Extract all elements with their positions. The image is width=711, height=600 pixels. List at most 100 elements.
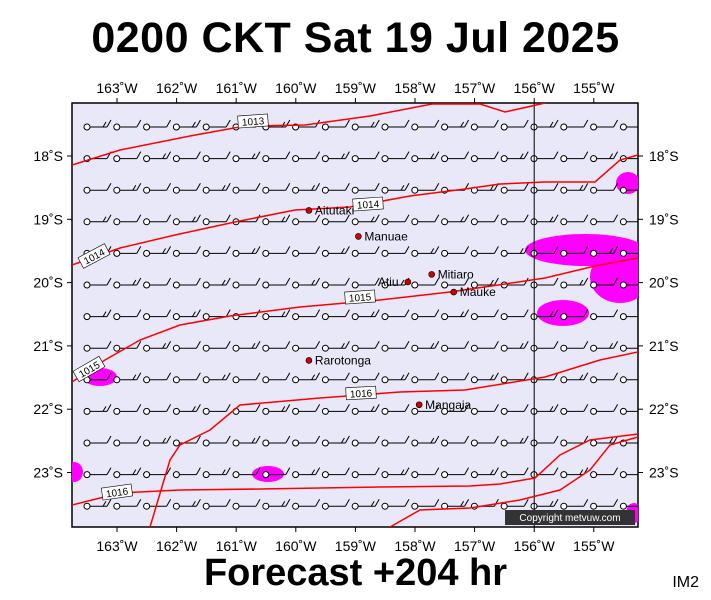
wind-barb (113, 119, 142, 131)
wind-barb (500, 435, 529, 447)
wind-barb (172, 214, 201, 226)
island-marker: Mauke (450, 285, 496, 299)
island-marker: Rarotonga (305, 353, 371, 367)
wind-barb (441, 435, 470, 447)
wind-barb (411, 467, 440, 479)
wind-barb (232, 467, 261, 479)
wind-barb (202, 246, 231, 257)
wind-barb (411, 119, 440, 131)
wind-barb (262, 467, 291, 479)
wind-barb (321, 372, 350, 384)
wind-barb (262, 372, 291, 384)
wind-barb (232, 246, 261, 257)
svg-text:1016: 1016 (350, 388, 373, 400)
island-name: Manuae (364, 229, 408, 243)
wind-barb (560, 372, 589, 384)
wind-barb (321, 340, 350, 352)
wind-barb (381, 119, 410, 131)
wind-barb (172, 372, 201, 384)
wind-barb (560, 214, 589, 226)
wind-barb (292, 467, 321, 479)
lat-tick-label: 22˚S (33, 401, 63, 417)
wind-barb (143, 119, 172, 131)
wind-barb (292, 372, 321, 384)
wind-barb (411, 435, 440, 447)
wind-barb (113, 151, 142, 163)
wind-barb (143, 404, 172, 415)
wind-barb (172, 435, 201, 447)
wind-barb (202, 467, 231, 479)
wind-barb (292, 340, 321, 352)
wind-barb (83, 404, 112, 415)
wind-barb (262, 182, 291, 194)
wind-barb (560, 404, 589, 415)
wind-barb (411, 182, 440, 194)
lon-tick-label: 159˚W (335, 538, 377, 554)
isobar-label: 1016 (345, 385, 377, 401)
isobar-line (149, 351, 638, 527)
wind-barb (113, 277, 142, 289)
wind-barb (232, 435, 261, 447)
wind-barb (292, 182, 321, 194)
wind-barb (83, 435, 112, 447)
wind-barb (351, 309, 380, 321)
wind-barb (381, 467, 410, 479)
wind-barb (619, 344, 638, 352)
forecast-hour: Forecast +204 hr (203, 552, 508, 594)
wind-barb (411, 151, 440, 163)
wind-barb (560, 435, 589, 447)
isobar-line (72, 103, 546, 166)
wind-barb (560, 309, 589, 321)
lat-tick-label: 20˚S (649, 275, 679, 291)
wind-barb (590, 214, 619, 226)
wind-barb (113, 340, 142, 352)
wind-barb (441, 372, 470, 384)
wind-barb (470, 246, 499, 257)
wind-barb (232, 498, 261, 510)
wind-barb (202, 182, 231, 194)
island-name: Aitutaki (315, 203, 354, 217)
wind-barb (590, 246, 619, 257)
wind-barb (292, 277, 321, 289)
wind-barb (202, 372, 231, 384)
copyright-box: Copyright metvuw.com (505, 510, 635, 525)
wind-barb (441, 277, 470, 289)
wind-barb (292, 246, 321, 257)
wind-barb (232, 151, 261, 163)
wind-barb (381, 214, 410, 226)
wind-barb (381, 435, 410, 447)
wind-barb (321, 404, 350, 415)
wind-barb (113, 498, 142, 510)
wind-barb (470, 467, 499, 479)
wind-barb (321, 309, 350, 321)
wind-barb (172, 498, 201, 510)
wind-barb (262, 246, 291, 257)
lon-tick-label: 160˚W (275, 538, 317, 554)
wind-barb (411, 277, 440, 289)
wind-barb (232, 340, 261, 352)
wind-barb (470, 119, 499, 131)
island-name: Mauke (460, 285, 496, 299)
wind-barb (381, 372, 410, 384)
wind-barb (590, 372, 619, 384)
wind-barb (500, 309, 529, 321)
wind-barb (113, 467, 142, 479)
lon-tick-label: 159˚W (335, 80, 377, 96)
lon-tick-label: 157˚W (454, 80, 496, 96)
wind-barb (351, 404, 380, 415)
wind-barb (560, 182, 589, 194)
svg-text:1016: 1016 (105, 486, 129, 500)
wind-barb (351, 435, 380, 447)
wind-barb (590, 467, 619, 479)
wind-barb (590, 435, 619, 447)
wind-barb (381, 404, 410, 415)
lat-tick-label: 19˚S (649, 211, 679, 227)
wind-barb (351, 498, 380, 510)
wind-barb (83, 467, 112, 479)
lon-tick-label: 161˚W (216, 538, 258, 554)
lat-tick-label: 18˚S (649, 148, 679, 164)
wind-barb (83, 340, 112, 352)
wind-barb (560, 498, 589, 510)
wind-barb (172, 246, 201, 257)
wind-barb (470, 151, 499, 163)
